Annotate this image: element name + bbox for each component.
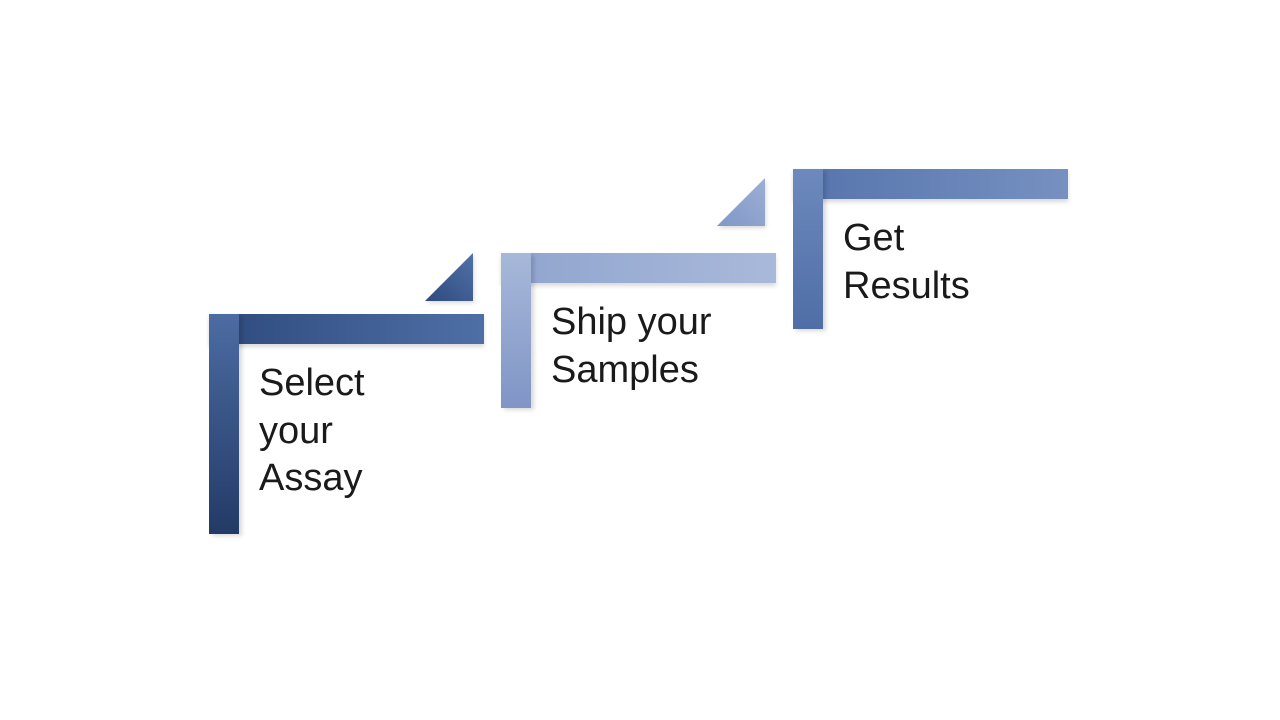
step-1-arrow-icon [425,253,473,301]
step-3-bar-top [793,169,1068,199]
step-1-bar-side [209,314,239,534]
step-2-arrow-icon [717,178,765,226]
step-2-bar-side [501,253,531,408]
step-2-bar-top [501,253,776,283]
step-3-bar-side [793,169,823,329]
step-1-label: Select your Assay [259,360,365,503]
step-diagram: Select your Assay Ship your Samples Get Re… [0,0,1280,720]
step-3-label: Get Results [843,215,970,310]
step-2-label: Ship your Samples [551,299,712,394]
step-1-bar-top [209,314,484,344]
